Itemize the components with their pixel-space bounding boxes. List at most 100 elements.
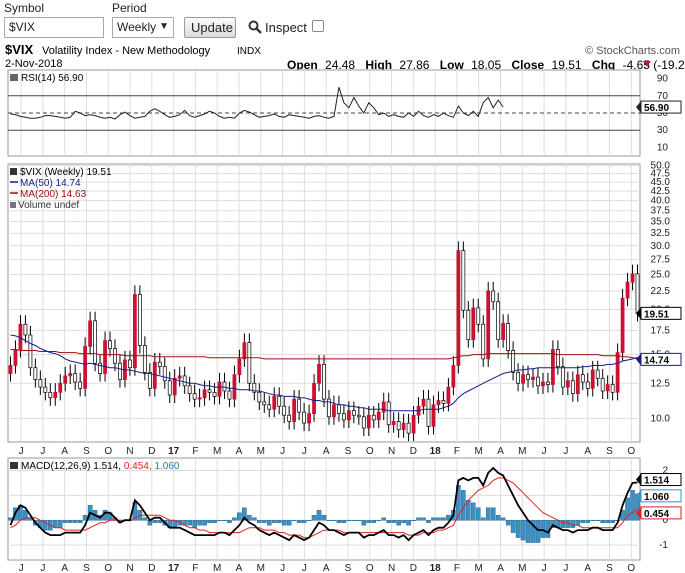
macd-histogram-bar: [331, 519, 337, 521]
macd-histogram-bar: [222, 519, 227, 521]
macd-legend-macd: 1.514,: [93, 461, 124, 472]
macd-x-label: J: [302, 563, 307, 573]
symbol-input[interactable]: $VIX: [4, 17, 104, 38]
x-label: N: [126, 446, 133, 457]
macd-histogram-bar: [271, 519, 277, 523]
candle: [247, 333, 252, 392]
candle-body: [182, 375, 187, 387]
candle-body: [13, 349, 18, 366]
period-select[interactable]: Weekly ▼: [112, 17, 174, 38]
candle: [252, 374, 257, 401]
candle-body: [187, 385, 192, 395]
macd-histogram-bar: [411, 519, 416, 521]
candle-body: [580, 374, 585, 383]
macd-histogram-bar: [361, 519, 367, 526]
candle: [192, 384, 197, 408]
candle: [302, 403, 306, 432]
candle-body: [366, 414, 371, 429]
candle: [546, 372, 550, 393]
macd-histogram-bar: [560, 519, 566, 528]
macd-histogram-bar: [356, 519, 362, 521]
candle-body: [411, 414, 416, 434]
signal-value-tag: 0.454: [644, 509, 669, 520]
candle: [63, 366, 68, 392]
candle-body: [620, 297, 625, 353]
macd-legend-name: MACD(12,26,9): [21, 461, 93, 472]
candle-body: [441, 400, 446, 404]
candle: [312, 374, 316, 422]
x-label: S: [83, 446, 90, 457]
candle: [43, 377, 48, 401]
macd-histogram-bar: [485, 507, 491, 521]
candle: [605, 375, 610, 400]
candle: [555, 340, 560, 375]
candle: [172, 369, 177, 404]
macd-histogram-bar: [336, 519, 342, 523]
candle: [466, 301, 471, 348]
x-label: D: [148, 446, 155, 457]
candle: [361, 407, 366, 437]
candle-body: [192, 393, 197, 400]
candle-body: [426, 398, 431, 427]
candle-body: [227, 390, 232, 400]
candle-body: [267, 404, 272, 410]
candle-body: [476, 307, 481, 325]
inspect-checkbox[interactable]: [312, 20, 324, 32]
macd-histogram-bar: [625, 497, 630, 521]
price-tick-40: 40.0: [651, 196, 671, 207]
rsi-tick-70: 70: [657, 91, 669, 102]
candle-body: [536, 376, 540, 387]
candle-body: [292, 398, 297, 422]
ma200-line: [10, 349, 638, 360]
macd-histogram-bar: [475, 507, 481, 521]
candle-body: [98, 362, 102, 374]
macd-x-label: F: [192, 563, 198, 573]
candle: [610, 375, 615, 401]
candle-body: [371, 414, 376, 421]
candle: [401, 413, 406, 438]
x-label: O: [104, 446, 112, 457]
macd-histogram-bar: [500, 517, 506, 521]
macd-histogram-bar: [152, 519, 158, 523]
candle-body: [630, 273, 635, 283]
candle-body: [332, 404, 336, 418]
header-name: Volatility Index - New Methodology: [42, 45, 211, 57]
candle: [187, 376, 192, 402]
candle: [531, 367, 535, 388]
candle: [426, 389, 431, 435]
macd-x-label: J: [280, 563, 285, 573]
macd-histogram-bar: [77, 519, 83, 523]
candle-body: [506, 323, 511, 351]
x-label: A: [236, 446, 243, 457]
x-label: 17: [168, 446, 180, 457]
candle-body: [600, 377, 605, 392]
x-label: 18: [430, 446, 442, 457]
price-tick-32.5: 32.5: [651, 228, 671, 239]
price-tick-50: 50.0: [651, 161, 671, 172]
ma50-line: [10, 334, 638, 412]
candle: [516, 363, 520, 392]
candle-body: [128, 359, 132, 369]
vix-chart: $VIX Volatility Index - New Methodology …: [0, 40, 685, 573]
candle-body: [471, 307, 476, 341]
candle: [496, 292, 501, 348]
macd-histogram-bar: [396, 519, 401, 526]
candle: [317, 355, 321, 392]
candle-body: [202, 389, 207, 399]
candle-body: [257, 391, 262, 403]
candle: [451, 356, 456, 396]
macd-histogram-bar: [515, 519, 521, 538]
update-button[interactable]: Update: [184, 17, 236, 38]
search-icon[interactable]: [248, 20, 262, 34]
candle-body: [635, 273, 640, 314]
x-label: J: [302, 446, 307, 457]
candle: [257, 383, 262, 410]
macd-histogram-bar: [212, 519, 217, 523]
rsi-tick-90: 90: [657, 74, 669, 85]
candle: [560, 357, 565, 396]
chg-value: -4.65 (-19.25%): [623, 58, 685, 72]
candle: [227, 381, 232, 408]
candle-body: [625, 281, 630, 299]
candle-body: [541, 381, 545, 387]
